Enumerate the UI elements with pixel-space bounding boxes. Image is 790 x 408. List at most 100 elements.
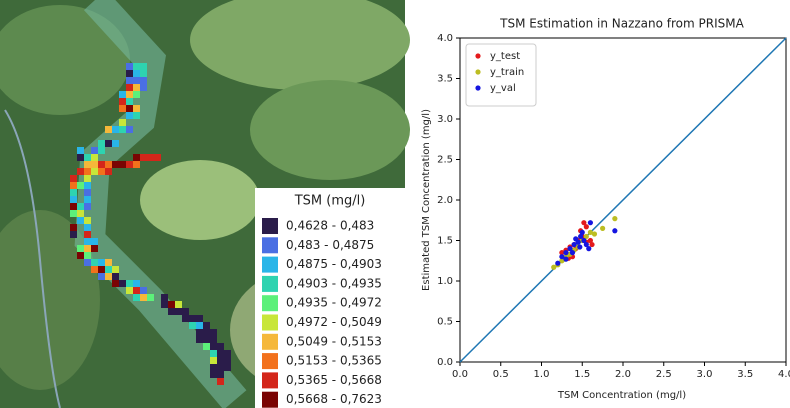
river-pixel [105,168,112,175]
river-pixel [84,168,91,175]
river-pixel [98,266,105,273]
river-pixel [133,112,140,119]
river-pixel [203,322,210,329]
river-pixel [91,154,98,161]
river-pixel [105,161,112,168]
river-pixel [133,280,140,287]
point [563,256,569,262]
river-pixel [182,315,189,322]
river-pixel [168,308,175,315]
legend-swatch [262,353,278,370]
river-pixel [126,84,133,91]
river-pixel [126,112,133,119]
y-tick-label: 2.0 [437,195,453,206]
river-pixel [133,84,140,91]
river-pixel [119,105,126,112]
legend-swatch [262,314,278,331]
river-pixel [91,161,98,168]
x-tick-label: 1.5 [574,369,590,380]
river-pixel [98,273,105,280]
point [589,241,595,248]
river-pixel [210,371,217,378]
y-tick-label: 2.5 [437,155,453,166]
legend-swatch [262,372,278,389]
point [575,239,581,245]
field [0,5,130,115]
x-tick-label: 2.5 [656,369,672,380]
legend-swatch [262,391,278,408]
point [559,254,565,260]
field [0,210,100,390]
river-pixel [112,280,119,287]
river-pixel [126,98,133,105]
river-pixel [112,126,119,133]
field [190,0,410,90]
river-pixel [77,252,84,259]
point [563,250,569,256]
point [581,237,587,244]
river-pixel [84,238,91,245]
y-tick-label: 1.0 [437,276,453,287]
river-pixel [217,343,224,350]
river-pixel [84,224,91,231]
river-pixel [203,336,210,343]
river-pixel [84,154,91,161]
legend-label: y_train [490,67,524,78]
legend-marker [475,85,481,91]
legend-label: y_val [490,83,516,94]
legend-swatch [262,333,278,350]
x-tick-label: 4.0 [778,369,790,380]
river-pixel [210,357,217,364]
legend-marker [475,53,481,59]
river-pixel [140,84,147,91]
y-tick-label: 0.0 [437,357,453,368]
river-pixel [140,287,147,294]
river-pixel [119,161,126,168]
y-tick-label: 3.5 [437,74,453,85]
x-tick-label: 3.5 [737,369,753,380]
x-tick-label: 1.0 [534,369,550,380]
legend-swatch [262,237,278,254]
river-pixel [112,161,119,168]
river-pixel [91,266,98,273]
river-pixel [210,329,217,336]
river-pixel [70,175,77,182]
river-pixel [217,350,224,357]
point [569,250,576,256]
legend-swatch [262,295,278,312]
river-pixel [196,315,203,322]
point [571,241,577,248]
river-pixel [98,140,105,147]
river-pixel [84,231,91,238]
river-pixel [126,77,133,84]
river-pixel [77,182,84,189]
river-pixel [112,273,119,280]
legend-swatch [262,275,278,292]
river-pixel [133,154,140,161]
legend-swatch [262,256,278,273]
river-pixel [133,161,140,168]
river-pixel [119,91,126,98]
river-pixel [84,259,91,266]
point [577,244,583,250]
river-pixel [84,189,91,196]
river-pixel [217,378,224,385]
river-pixel [140,70,147,77]
river-pixel [70,224,77,231]
legend-swatch [262,218,278,234]
river-pixel [133,70,140,77]
river-pixel [84,161,91,168]
river-pixel [210,343,217,350]
river-pixel [189,322,196,329]
river-pixel [126,287,133,294]
river-pixel [91,238,98,245]
river-pixel [147,294,154,301]
river-pixel [77,154,84,161]
river-pixel [70,203,77,210]
river-pixel [175,308,182,315]
river-pixel [105,140,112,147]
y-tick-label: 4.0 [437,33,453,44]
river-pixel [112,266,119,273]
river-pixel [224,357,231,364]
